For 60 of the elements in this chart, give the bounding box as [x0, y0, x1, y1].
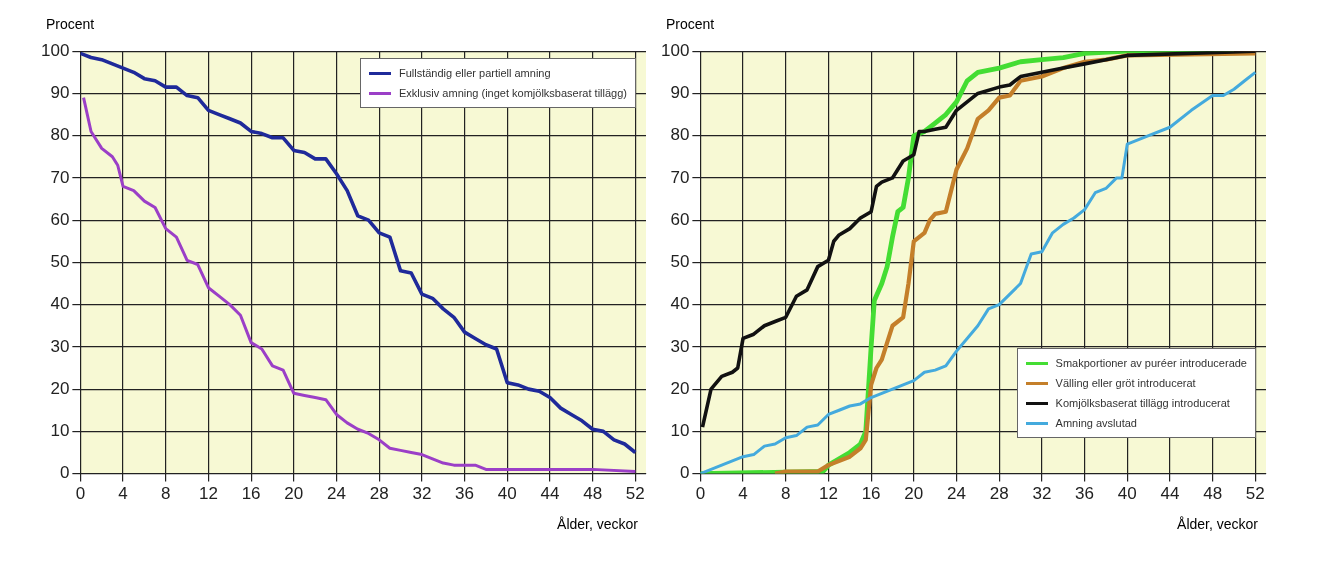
y-tick-label: 0	[679, 463, 690, 483]
y-tick-label: 60	[50, 209, 70, 229]
x-tick-label: 40	[497, 484, 517, 504]
x-tick-label: 32	[1032, 484, 1052, 504]
y-tick-label: 10	[670, 421, 690, 441]
x-tick-label: 8	[161, 484, 171, 504]
x-tick-label: 4	[118, 484, 128, 504]
x-tick-label: 40	[1117, 484, 1137, 504]
y-tick-label: 10	[50, 421, 70, 441]
y-tick-label: 60	[670, 209, 690, 229]
x-tick-label: 24	[947, 484, 966, 504]
x-tick-label: 8	[781, 484, 791, 504]
legend-label: Välling eller gröt introducerat	[1055, 376, 1196, 391]
y-tick-label: 20	[670, 378, 690, 398]
y-tick-label: 90	[50, 83, 70, 103]
y-tick-label: 20	[50, 378, 70, 398]
x-axis-title: Ålder, veckor	[1177, 516, 1258, 532]
x-tick-label: 52	[625, 484, 645, 504]
y-tick-label: 30	[670, 336, 690, 356]
x-tick-label: 24	[327, 484, 346, 504]
y-tick-label: 50	[670, 252, 690, 272]
x-tick-label: 28	[989, 484, 1009, 504]
legend-label: Komjölksbaserat tillägg introducerat	[1055, 396, 1230, 411]
x-tick-label: 0	[695, 484, 706, 504]
y-tick-label: 30	[50, 336, 70, 356]
y-tick-label: 0	[59, 463, 70, 483]
x-tick-label: 52	[1245, 484, 1265, 504]
x-tick-label: 4	[738, 484, 748, 504]
x-tick-label: 16	[861, 484, 881, 504]
x-tick-label: 28	[369, 484, 389, 504]
x-tick-label: 12	[198, 484, 218, 504]
x-tick-label: 12	[818, 484, 838, 504]
x-tick-label: 44	[1160, 484, 1180, 504]
y-tick-label: 100	[40, 40, 70, 60]
x-tick-label: 20	[904, 484, 924, 504]
y-axis-title: Procent	[666, 16, 715, 32]
y-tick-label: 50	[50, 252, 70, 272]
x-tick-label: 44	[540, 484, 560, 504]
x-tick-label: 48	[1203, 484, 1223, 504]
y-tick-label: 70	[670, 167, 690, 187]
y-axis-title: Procent	[46, 16, 95, 32]
y-tick-label: 90	[670, 83, 690, 103]
legend-label: Smakportioner av puréer introducerade	[1055, 356, 1247, 371]
x-tick-label: 16	[241, 484, 261, 504]
y-tick-label: 40	[50, 294, 70, 314]
y-tick-label: 40	[670, 294, 690, 314]
x-axis-title: Ålder, veckor	[557, 516, 638, 532]
x-tick-label: 48	[583, 484, 603, 504]
x-tick-label: 20	[284, 484, 304, 504]
y-tick-label: 80	[670, 125, 690, 145]
x-tick-label: 36	[455, 484, 475, 504]
y-tick-label: 80	[50, 125, 70, 145]
y-tick-label: 100	[660, 40, 690, 60]
legend-label: Amning avslutad	[1055, 416, 1137, 431]
x-tick-label: 32	[412, 484, 432, 504]
y-tick-label: 70	[50, 167, 70, 187]
legend-label: Exklusiv amning (inget komjölksbaserat tillägg)	[398, 86, 627, 101]
x-tick-label: 0	[75, 484, 86, 504]
x-tick-label: 36	[1075, 484, 1095, 504]
legend-label: Fullständig eller partiell amning	[398, 66, 551, 81]
